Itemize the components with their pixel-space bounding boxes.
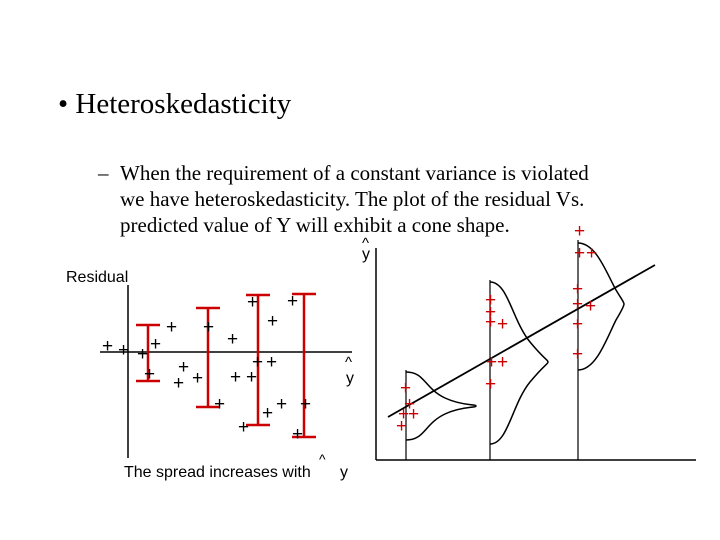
residual-point: + [230, 367, 241, 388]
regression-point: + [485, 290, 496, 311]
residual-ylabel: Residual [66, 269, 128, 286]
residual-point: + [137, 344, 148, 365]
regression-point: + [585, 296, 596, 317]
residual-points: + + + + + + + + + + + + + + + + + + + + … [102, 291, 311, 445]
regression-xlabel-hat: ^ [362, 235, 369, 252]
residual-point: + [166, 317, 177, 338]
regression-point: + [485, 302, 496, 323]
regression-point: + [572, 279, 583, 300]
regression-point: + [485, 374, 496, 395]
spread-bar-4 [292, 292, 316, 439]
residual-point: + [192, 368, 203, 389]
slide-title: • Heteroskedasticity [58, 88, 292, 120]
residual-point: + [276, 394, 287, 415]
residual-point: + [287, 291, 298, 312]
spread-bar-2 [196, 306, 220, 409]
residual-point: + [178, 357, 189, 378]
spread-caption-y: y [340, 464, 348, 481]
sub-bullet-line-2: we have heteroskedasticity. The plot of … [120, 187, 585, 211]
regression-point: + [485, 312, 496, 333]
regression-point: + [398, 404, 409, 425]
residual-point: + [173, 373, 184, 394]
residual-point: + [118, 340, 129, 361]
residual-point: + [300, 394, 311, 415]
distribution-curve-2 [489, 281, 549, 445]
distribution-curves [405, 242, 625, 445]
residual-point: + [238, 417, 249, 438]
regression-plot: ^ y + + + + + + + + + + + + + + [362, 221, 696, 461]
residual-point: + [227, 329, 238, 350]
residual-point: + [262, 403, 273, 424]
residual-xlabel-hat: ^ [345, 354, 352, 371]
regression-point: + [574, 221, 585, 242]
residual-point: + [150, 334, 161, 355]
sub-bullet-line-3: predicted value of Y will exhibit a cone… [120, 213, 510, 237]
sub-bullet-line-1: When the requirement of a constant varia… [120, 161, 589, 185]
regression-xlabel: y [362, 246, 370, 263]
regression-point: + [497, 314, 508, 335]
regression-point: + [574, 243, 585, 264]
regression-point: + [408, 404, 419, 425]
residual-point: + [144, 364, 155, 385]
residual-point: + [247, 292, 258, 313]
regression-point: + [586, 243, 597, 264]
regression-point: + [404, 394, 415, 415]
spread-bars [136, 292, 316, 439]
residual-plot: Residual ^ y + + + + + + + + + + + + + +… [66, 269, 354, 481]
residual-point: + [252, 352, 263, 373]
distribution-curve-1 [405, 371, 477, 441]
spread-caption: The spread increases with [124, 464, 311, 481]
regression-point: + [497, 352, 508, 373]
spread-bar-3 [246, 293, 270, 427]
regression-point: + [486, 352, 497, 373]
residual-point: + [292, 424, 303, 445]
regression-point: + [400, 378, 411, 399]
residual-point: + [246, 367, 257, 388]
residual-point: + [267, 311, 278, 332]
regression-points: + + + + + + + + + + + + + + + + + + + + [396, 221, 597, 437]
regression-point: + [572, 294, 583, 315]
regression-point: + [572, 344, 583, 365]
spread-bar-1 [136, 323, 160, 383]
distribution-curve-3 [577, 242, 625, 371]
dash-marker: – [98, 161, 109, 185]
regression-line [387, 264, 656, 418]
residual-point: + [214, 394, 225, 415]
residual-point: + [266, 352, 277, 373]
residual-point: + [203, 317, 214, 338]
residual-point: + [102, 336, 113, 357]
regression-point: + [396, 416, 407, 437]
residual-xlabel: y [346, 370, 354, 387]
spread-caption-hat: ^ [319, 451, 326, 467]
regression-point: + [572, 314, 583, 335]
